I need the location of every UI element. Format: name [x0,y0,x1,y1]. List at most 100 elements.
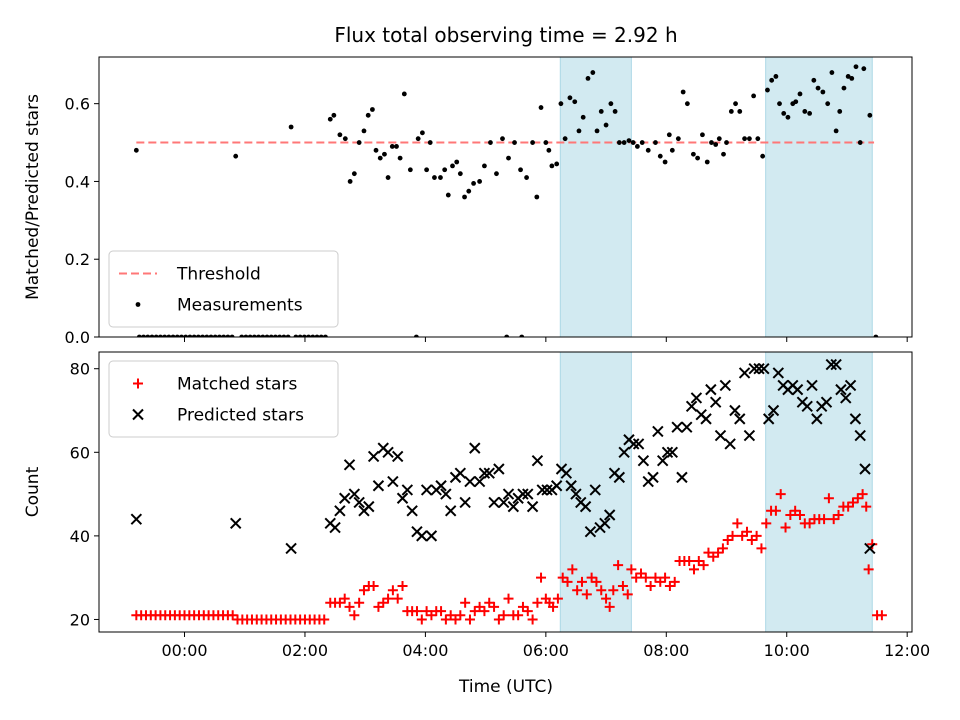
x-tick-label: 00:00 [161,641,207,660]
data-point [524,175,529,180]
data-point [753,363,765,375]
data-point [344,601,355,612]
data-point [729,404,741,417]
data-point [873,334,879,337]
data-point [781,110,787,116]
data-point [464,475,476,488]
data-point [685,400,698,413]
data-point [450,163,455,169]
data-point [660,572,671,583]
data-point [339,593,350,604]
data-point [598,109,604,114]
data-point [700,413,712,425]
data-point [797,91,803,97]
data-point [416,530,428,542]
data-point [331,112,337,118]
data-point [558,101,564,107]
data-point [618,446,630,459]
data-point [145,334,151,337]
legend-label: Predicted stars [177,406,304,426]
data-point [348,488,361,500]
data-point [477,179,483,184]
data-point [368,581,379,592]
y-tick-label: 0.6 [65,95,90,114]
data-point [666,446,679,459]
data-point [497,496,510,509]
data-point [343,459,356,471]
data-point [807,110,813,116]
data-point [538,105,544,110]
data-point [239,334,245,337]
series-predicted-stars [130,358,876,555]
data-point [442,167,448,173]
data-point [483,467,495,479]
data-point [811,77,817,83]
data-point [560,467,573,479]
y-tick-label: 0.0 [65,328,90,347]
data-point [424,167,430,173]
data-point [801,400,813,413]
data-point [840,392,852,404]
data-point [617,581,628,592]
data-point [471,180,476,186]
data-point [867,112,873,118]
y-tick-label: 60 [70,443,90,462]
data-point [251,334,257,337]
data-point [835,383,847,396]
data-point [353,496,365,509]
data-point [861,501,872,512]
data-point [791,383,804,396]
data-point [277,334,283,337]
data-point [830,358,842,371]
data-point [293,334,299,337]
data-point [599,517,611,530]
data-point [634,144,640,149]
data-point [372,480,385,492]
data-point [162,334,168,337]
data-point [653,140,658,145]
data-point [675,136,681,142]
data-point [863,564,874,575]
data-point [632,438,645,450]
data-point [733,101,738,107]
data-point [389,144,395,149]
data-point [727,530,738,541]
data-point [823,493,834,504]
data-point [867,539,878,550]
data-point [604,601,615,612]
data-point [411,606,422,617]
data-point [435,480,447,492]
data-point [765,87,770,93]
data-point [793,99,799,105]
data-point [436,606,447,617]
data-point [440,488,452,500]
data-point [690,392,703,404]
legend-box [108,360,339,438]
data-point [762,413,775,425]
data-point [590,70,596,75]
data-point [183,334,189,337]
data-point [301,334,307,337]
x-tick-label: 10:00 [764,641,810,660]
data-point [630,140,636,145]
data-point [724,140,729,145]
data-point [377,155,383,161]
data-point [396,492,409,504]
data-point [612,109,618,114]
data-point [837,109,843,114]
data-point [743,429,756,442]
data-point [462,194,467,200]
data-point [217,334,222,337]
data-point [397,155,403,161]
data-point [724,438,736,450]
data-point [506,155,511,161]
data-point [425,530,438,542]
data-point [570,488,582,500]
data-point [454,467,467,479]
data-point [526,500,539,513]
data-point [187,334,193,337]
ratio-panel: 0.0 0.2 0.4 0.6 Matched/Predicted stars Thres… [23,56,913,347]
data-point [394,144,399,149]
data-point [825,101,831,107]
legend-swatch [135,302,141,307]
